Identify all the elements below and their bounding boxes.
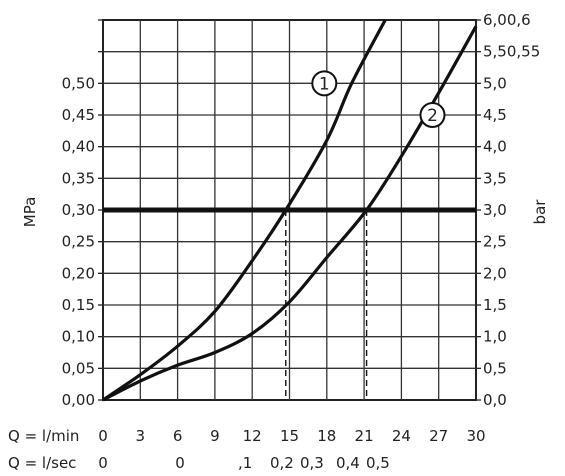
y-right-tick-label: 2,0 — [483, 264, 507, 282]
x-tick-label: 9 — [210, 427, 220, 445]
x-secondary-axis-title: Q = l/sec — [8, 454, 76, 472]
y-left-tick-label: 0,30 — [62, 201, 95, 219]
x-tick-label: 21 — [355, 427, 374, 445]
x-tick-label: 15 — [280, 427, 299, 445]
y-right-tick-label: 0,5 — [483, 359, 507, 377]
y-left-tick-label: 0,45 — [62, 106, 95, 124]
x-secondary-tick-label: 0 — [98, 454, 108, 472]
y-left-tick-label: 0,00 — [62, 391, 95, 409]
y-right-tick-label: 5,50,55 — [483, 43, 540, 61]
curve-2 — [102, 25, 478, 402]
x-secondary-tick-label: 0,4 — [336, 454, 360, 472]
y-left-tick-label: 0,10 — [62, 328, 95, 346]
y-right-axis-title: bar — [531, 199, 549, 225]
y-left-axis-title: MPa — [21, 197, 39, 228]
curve-label-circle — [419, 102, 446, 128]
x-secondary-tick-label: ,1 — [238, 454, 252, 472]
x-tick-label: 0 — [98, 427, 108, 445]
y-left-tick-label: 0,25 — [62, 233, 95, 251]
grid — [98, 19, 481, 401]
y-left-tick-label: 0,15 — [62, 296, 95, 314]
y-right-tick-label: 6,00,6 — [483, 11, 531, 29]
y-right-tick-label: 3,5 — [483, 169, 507, 187]
x-tick-label: 6 — [173, 427, 183, 445]
curve-1 — [102, 19, 387, 402]
x-secondary-tick-label: 0,3 — [300, 454, 324, 472]
y-right-tick-label: 4,0 — [483, 138, 507, 156]
x-tick-label: 27 — [429, 427, 448, 445]
x-secondary-tick-label: 0,2 — [270, 454, 294, 472]
x-axis-title: Q = l/min — [8, 427, 79, 445]
y-right-tick-label: 1,0 — [483, 328, 507, 346]
curve-label-1: 1 — [319, 74, 330, 94]
x-tick-label: 24 — [392, 427, 411, 445]
y-right-tick-label: 0,0 — [483, 391, 507, 409]
y-left-tick-label: 0,20 — [62, 264, 95, 282]
y-left-tick-label: 0,05 — [62, 359, 95, 377]
y-right-tick-label: 3,0 — [483, 201, 507, 219]
y-right-tick-label: 4,5 — [483, 106, 507, 124]
y-left-tick-label: 0,40 — [62, 138, 95, 156]
curves: 12 — [102, 19, 478, 402]
x-secondary-tick-label: 0,5 — [366, 454, 390, 472]
y-left-tick-label: 0,35 — [62, 169, 95, 187]
y-right-tick-label: 5,0 — [483, 74, 507, 92]
curve-label-2: 2 — [427, 106, 438, 126]
x-secondary-tick-label: 0 — [175, 454, 185, 472]
y-right-tick-label: 2,5 — [483, 233, 507, 251]
x-tick-label: 12 — [243, 427, 262, 445]
y-right-tick-label: 1,5 — [483, 296, 507, 314]
tick-labels: 0,000,050,100,150,200,250,300,350,400,45… — [8, 11, 540, 472]
x-tick-label: 3 — [136, 427, 146, 445]
y-left-tick-label: 0,50 — [62, 74, 95, 92]
curve-label-circle — [311, 70, 338, 97]
x-tick-label: 30 — [466, 427, 485, 445]
x-tick-label: 18 — [317, 427, 336, 445]
